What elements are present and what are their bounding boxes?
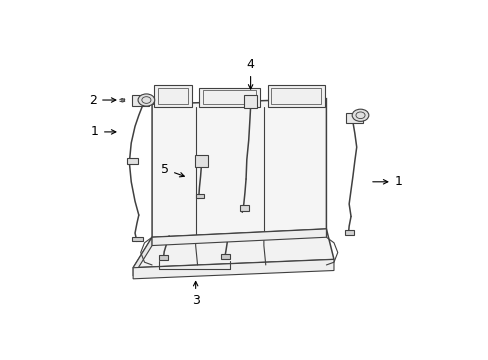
Polygon shape	[267, 85, 324, 107]
Polygon shape	[221, 255, 230, 259]
Polygon shape	[199, 87, 260, 107]
Text: 2: 2	[89, 94, 116, 107]
Polygon shape	[240, 205, 248, 211]
Text: 4: 4	[246, 58, 254, 89]
Polygon shape	[133, 237, 152, 276]
FancyBboxPatch shape	[195, 155, 207, 167]
Polygon shape	[152, 99, 326, 246]
FancyBboxPatch shape	[244, 95, 257, 108]
Polygon shape	[133, 229, 333, 268]
FancyBboxPatch shape	[346, 113, 363, 123]
Polygon shape	[195, 194, 204, 198]
Polygon shape	[133, 260, 333, 279]
Polygon shape	[159, 255, 168, 260]
Polygon shape	[132, 237, 142, 242]
FancyBboxPatch shape	[132, 95, 149, 106]
Text: 3: 3	[191, 282, 199, 307]
Circle shape	[138, 94, 154, 106]
Text: 1: 1	[372, 175, 402, 188]
FancyBboxPatch shape	[126, 158, 138, 164]
Polygon shape	[344, 230, 353, 235]
Text: 1: 1	[91, 125, 116, 138]
Circle shape	[351, 109, 368, 121]
Text: 5: 5	[161, 163, 184, 177]
Polygon shape	[152, 229, 326, 246]
Polygon shape	[154, 85, 191, 107]
